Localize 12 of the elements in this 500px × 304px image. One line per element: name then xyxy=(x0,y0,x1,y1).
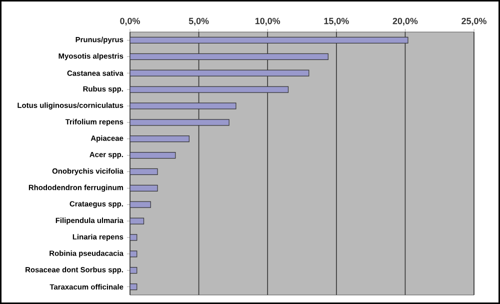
x-tick-label: 10,0% xyxy=(255,18,280,26)
bar xyxy=(130,119,230,126)
x-tick-label: 0,0% xyxy=(120,18,140,26)
x-tick-label: 15,0% xyxy=(324,18,349,26)
bar xyxy=(130,152,176,159)
bar xyxy=(130,70,310,76)
x-tick-label: 25,0% xyxy=(462,18,486,26)
bar xyxy=(130,136,190,142)
bar xyxy=(130,53,328,60)
x-tick-label: 20,0% xyxy=(392,18,418,26)
bar xyxy=(130,36,408,44)
x-tick-label: 5,0% xyxy=(188,18,209,26)
